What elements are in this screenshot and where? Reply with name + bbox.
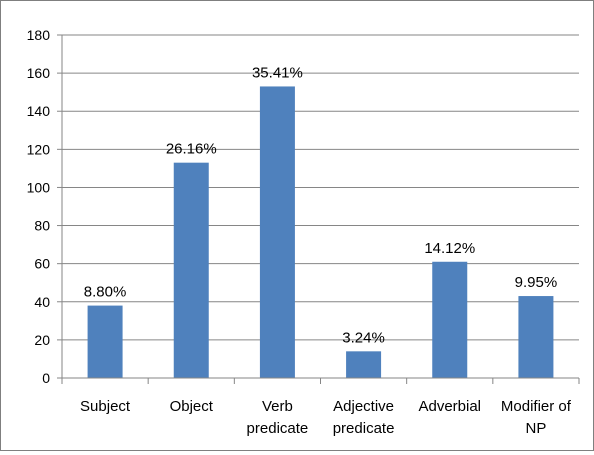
bars (87, 86, 554, 378)
x-category-label: Adverbial (418, 398, 481, 415)
data-label: 26.16% (166, 141, 217, 158)
data-labels: 8.80% 26.16% 35.41% 3.24% 14.12% 9.95% (84, 64, 557, 346)
y-tick-label: 20 (34, 332, 50, 348)
data-label: 9.95% (515, 274, 558, 291)
y-tick-label: 160 (27, 65, 51, 81)
y-tick-label: 100 (27, 179, 51, 195)
data-label: 14.12% (424, 240, 475, 257)
y-tick-label: 60 (34, 256, 50, 272)
x-category-label: Modifier of NP (501, 398, 572, 437)
axes (57, 34, 580, 384)
x-category-label: Subject (80, 398, 131, 415)
y-tick-label: 120 (27, 141, 51, 157)
x-category-labels: Subject Object Verb predicate Adjective predi… (80, 398, 572, 437)
y-tick-label: 180 (27, 27, 51, 43)
bar (518, 296, 554, 378)
data-label: 8.80% (84, 284, 127, 301)
data-label: 3.24% (342, 329, 385, 346)
x-category-label: Adjective predicate (333, 398, 395, 437)
bar (259, 86, 295, 378)
bar (432, 261, 468, 378)
gridlines (62, 34, 579, 341)
data-label: 35.41% (252, 64, 303, 81)
y-tick-label: 140 (27, 103, 51, 119)
bar (87, 305, 123, 378)
y-tick-label: 0 (42, 370, 50, 386)
bar (346, 351, 382, 378)
x-category-label: Verb predicate (247, 398, 309, 437)
bar (173, 162, 209, 378)
y-tick-label: 40 (34, 294, 50, 310)
y-tick-labels: 0 20 40 60 80 100 120 140 160 180 (27, 27, 51, 386)
y-tick-label: 80 (34, 218, 50, 234)
x-category-label: Object (170, 398, 214, 415)
